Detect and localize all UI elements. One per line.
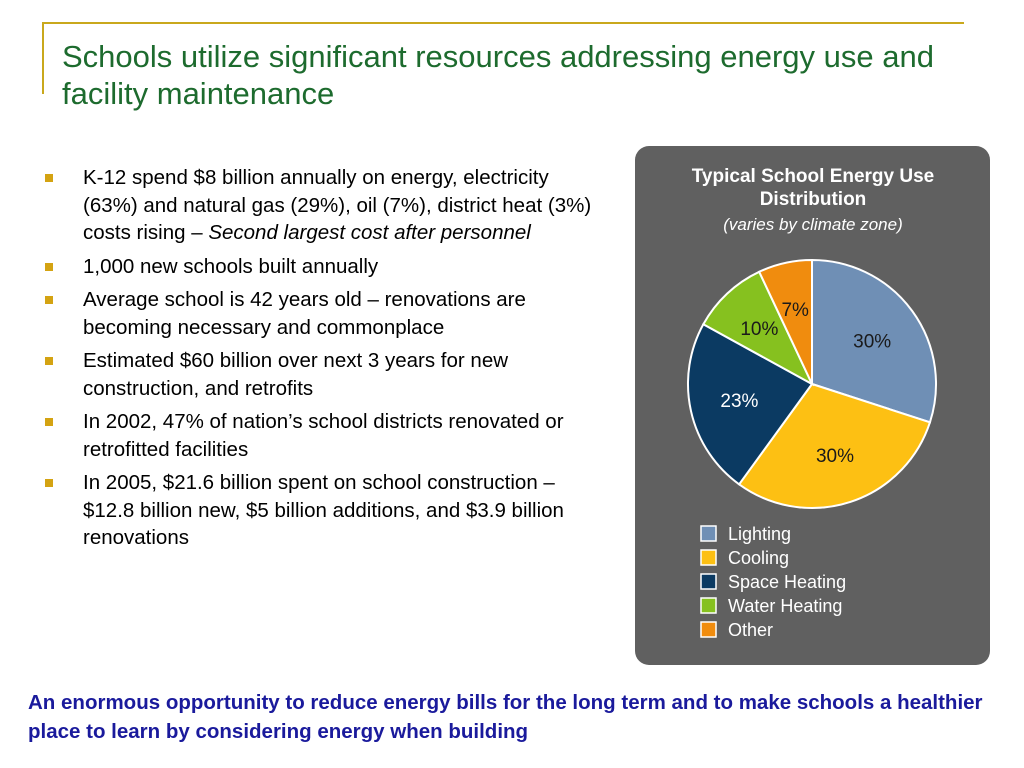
- data-label-water-heating: 10%: [740, 319, 778, 340]
- data-label-cooling: 30%: [816, 446, 854, 467]
- data-label-lighting: 30%: [853, 331, 891, 352]
- chart-title-line-1: Typical School Energy Use: [692, 166, 935, 187]
- bullet-text: K-12 spend $8 billion annually on energy…: [83, 166, 592, 244]
- legend-label-water-heating: Water Heating: [728, 596, 842, 616]
- bullet-item: In 2002, 47% of nation’s school district…: [45, 408, 605, 463]
- pie-slice-other: [757, 258, 813, 385]
- bullet-marker-icon: [45, 174, 53, 182]
- legend-label-lighting: Lighting: [728, 524, 791, 544]
- title-frame-vertical: [42, 22, 44, 94]
- pie-slice-water-heating: [701, 270, 815, 387]
- data-label-other: 7%: [781, 300, 809, 321]
- legend-label-space-heating: Space Heating: [728, 572, 846, 592]
- bullet-marker-icon: [45, 296, 53, 304]
- bullet-marker-icon: [45, 418, 53, 426]
- bullet-marker-icon: [45, 262, 53, 271]
- bullet-text: Estimated $60 billion over next 3 years …: [83, 349, 509, 400]
- bullet-text: In 2005, $21.6 billion spent on school c…: [83, 471, 564, 549]
- bullet-marker-icon: [45, 479, 53, 487]
- title-frame-horizontal: [42, 22, 964, 24]
- bullet-text: 1,000 new schools built annually: [83, 254, 379, 278]
- legend-swatch-water-heating: [700, 597, 717, 614]
- bullet-text: In 2002, 47% of nation’s school district…: [83, 410, 564, 461]
- bullet-item: In 2005, $21.6 billion spent on school c…: [45, 469, 605, 552]
- footer-statement: An enormous opportunity to reduce energy…: [28, 691, 983, 743]
- bullet-emphasis: Second largest cost after personnel: [208, 221, 531, 244]
- legend-label-cooling: Cooling: [728, 548, 789, 568]
- bullet-item: Estimated $60 billion over next 3 years …: [45, 347, 605, 402]
- bullet-list: K-12 spend $8 billion annually on energy…: [45, 164, 605, 558]
- legend-swatch-other: [700, 621, 717, 638]
- bullet-item: 1,000 new schools built annually: [45, 253, 605, 281]
- bullet-text: Average school is 42 years old – renovat…: [83, 288, 526, 339]
- chart-subtitle: (varies by climate zone): [723, 215, 903, 234]
- slide-title: Schools utilize significant resources ad…: [62, 39, 934, 111]
- pie-chart: Typical School Energy Use Distribution (…: [687, 166, 937, 640]
- legend-swatch-space-heating: [700, 573, 717, 590]
- legend-swatch-lighting: [700, 525, 717, 542]
- chart-title-line-2: Distribution: [760, 189, 867, 210]
- legend-swatch-cooling: [700, 549, 717, 566]
- pie-slice-cooling: [737, 382, 932, 509]
- bullet-item: K-12 spend $8 billion annually on energy…: [45, 164, 605, 247]
- legend-label-other: Other: [728, 620, 773, 640]
- chart-panel: Typical School Energy Use Distribution (…: [635, 146, 990, 665]
- bullet-item: Average school is 42 years old – renovat…: [45, 286, 605, 341]
- data-label-space-heating: 23%: [720, 391, 758, 412]
- pie-slice-space-heating: [687, 322, 814, 486]
- pie-slice-lighting: [811, 258, 937, 424]
- bullet-marker-icon: [45, 357, 53, 365]
